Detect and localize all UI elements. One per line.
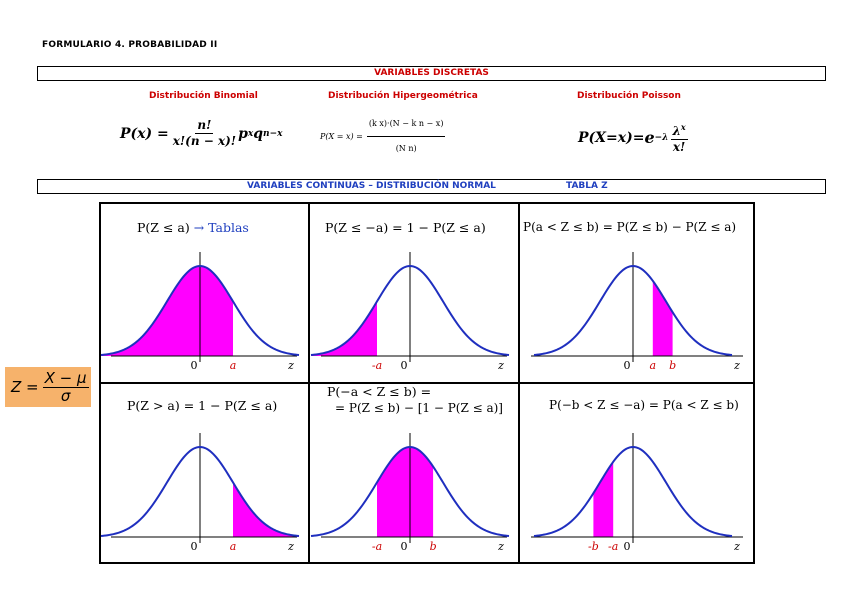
binomial-title: Distribución Binomial xyxy=(149,91,258,101)
panel-6-shaded-area xyxy=(593,461,614,537)
z-score-numerator: X − μ xyxy=(42,368,89,388)
binomial-denominator: x!(n − x)! xyxy=(172,134,237,148)
panel-5-normal-curve xyxy=(310,445,510,537)
panel-2-label: P(Z ≤ −a) = 1 − P(Z ≤ a) xyxy=(325,220,486,235)
binomial-numerator: n! xyxy=(195,118,214,134)
panel-3-label: P(a < Z ≤ b) = P(Z ≤ b) − P(Z ≤ a) xyxy=(523,220,737,234)
panel-3-tick-label: b xyxy=(669,359,676,372)
poisson-title: Distribución Poisson xyxy=(577,91,681,101)
panel-1-label: P(Z ≤ a) → Tablas xyxy=(137,220,249,235)
binomial-q-exp: n−x xyxy=(263,128,283,139)
normal-distribution-grid: 0 a z -a 0 z 0 a b z 0 a z -a 0 b z -b -a 0 z P(Z ≤ a) → Tab… xyxy=(99,202,755,564)
panel-3-normal-curve xyxy=(533,264,733,356)
continuous-header-label: VARIABLES CONTINUAS – DISTRIBUCIÓN NORMA… xyxy=(247,181,496,191)
panel-1-tablas: → Tablas xyxy=(193,220,249,235)
binomial-p-exp: x xyxy=(247,128,254,139)
discrete-header: VARIABLES DISCRETAS xyxy=(37,66,826,81)
hypergeometric-formula: P(X = x) = (k x)·(N − k n − x) (N n) xyxy=(320,112,446,161)
panel-1-shaded-area xyxy=(101,266,233,356)
z-score-formula: Z = X − μ σ xyxy=(5,367,91,407)
panel-1-axis-z-label: z xyxy=(287,359,294,372)
panel-2-tick-label: 0 xyxy=(401,359,408,372)
document-title: FORMULARIO 4. PROBABILIDAD II xyxy=(42,40,218,50)
panel-1-tick-label: a xyxy=(230,359,237,372)
poisson-denominator: x! xyxy=(672,140,686,154)
tabla-z-label: TABLA Z xyxy=(566,181,608,191)
poisson-lhs: P(X=x)= xyxy=(578,129,645,146)
continuous-header: VARIABLES CONTINUAS – DISTRIBUCIÓN NORMA… xyxy=(37,179,826,194)
hypergeometric-title: Distribución Hipergeométrica xyxy=(328,91,478,101)
hyper-denominator: (N n) xyxy=(395,144,417,153)
panel-6-normal-curve xyxy=(533,445,733,537)
panel-3-tick-label: 0 xyxy=(624,359,631,372)
panel-4-normal-curve xyxy=(100,445,300,537)
panel-5-shaded-area xyxy=(377,447,434,537)
z-score-lhs: Z = xyxy=(11,378,39,396)
z-score-denominator: σ xyxy=(60,386,71,405)
panel-6-tick-label: -a xyxy=(608,540,618,553)
panel-1-normal-curve xyxy=(100,264,300,356)
hyper-lhs: P(X = x) = xyxy=(320,132,363,141)
poisson-e: e xyxy=(644,128,655,147)
panel-2-normal-curve xyxy=(310,264,510,356)
panel-6-tick-label: 0 xyxy=(624,540,631,553)
panel-4-tick-label: 0 xyxy=(191,540,198,553)
binomial-formula: P(x) = n! x!(n − x)! p x q n−x xyxy=(120,118,283,149)
panel-6-axis-z-label: z xyxy=(733,540,740,553)
panel-4-axis-z-label: z xyxy=(287,540,294,553)
panel-5-label-line2: = P(Z ≤ b) − [1 − P(Z ≤ a)] xyxy=(335,401,503,415)
panel-3-axis-z-label: z xyxy=(733,359,740,372)
binomial-lhs: P(x) = xyxy=(120,125,169,142)
poisson-lambda-exp: x xyxy=(680,122,686,132)
panel-5-tick-label: b xyxy=(430,540,437,553)
panel-3-tick-label: a xyxy=(650,359,657,372)
panel-5-label-line1: P(−a < Z ≤ b) = xyxy=(327,384,432,399)
poisson-formula: P(X=x)= e −λ λx x! xyxy=(578,120,688,155)
panel-2-shaded-area xyxy=(311,301,377,356)
panel-2-tick-label: -a xyxy=(372,359,382,372)
panel-1-label-text: P(Z ≤ a) xyxy=(137,220,190,235)
panel-4-label: P(Z > a) = 1 − P(Z ≤ a) xyxy=(127,398,278,413)
poisson-lambda: λ xyxy=(672,124,681,138)
hyper-numerator: (k x)·(N − k n − x) xyxy=(366,112,446,137)
normal-grid-svg: 0 a z -a 0 z 0 a b z0 a z -a 0 b z -b -a 0 z xyxy=(99,202,755,564)
poisson-e-exp: −λ xyxy=(654,132,669,143)
panel-4-tick-label: a xyxy=(230,540,237,553)
binomial-p: p xyxy=(238,125,248,142)
panel-5-tick-label: 0 xyxy=(401,540,408,553)
panel-4-shaded-area xyxy=(233,482,299,537)
panel-6-tick-label: -b xyxy=(588,540,599,553)
panel-1-tick-label: 0 xyxy=(191,359,198,372)
panel-5-tick-label: -a xyxy=(372,540,382,553)
panel-3-shaded-area xyxy=(652,280,673,356)
panel-6-label: P(−b < Z ≤ −a) = P(a < Z ≤ b) xyxy=(549,398,739,412)
panel-5-axis-z-label: z xyxy=(497,540,504,553)
binomial-q: q xyxy=(253,125,264,142)
panel-2-axis-z-label: z xyxy=(497,359,504,372)
